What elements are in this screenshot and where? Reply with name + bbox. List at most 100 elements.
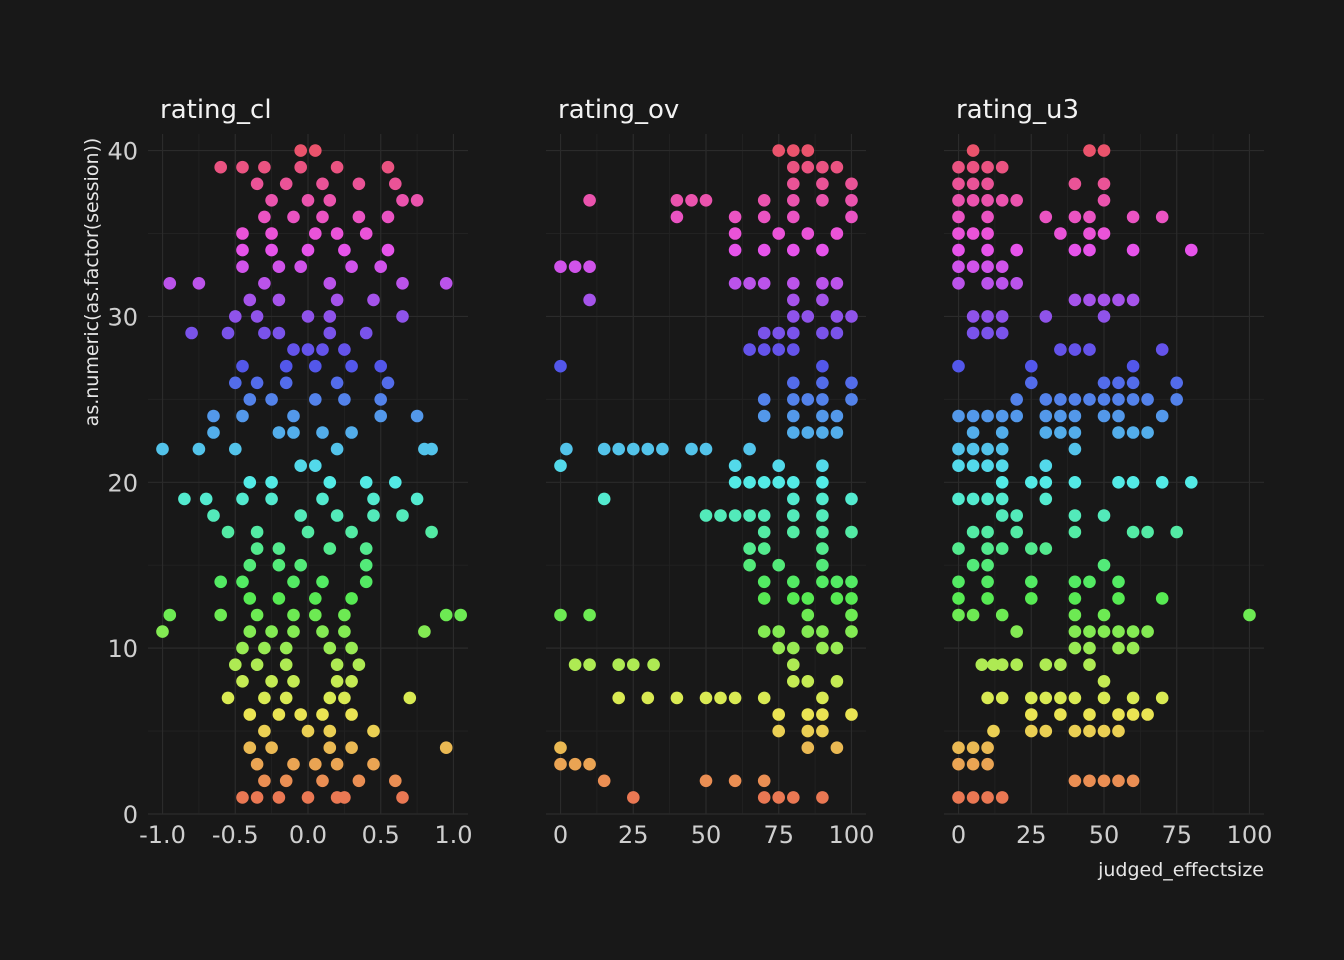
data-point bbox=[995, 326, 1009, 340]
data-point bbox=[995, 492, 1009, 506]
data-point bbox=[568, 658, 582, 671]
data-point bbox=[1112, 476, 1125, 489]
data-point bbox=[1068, 641, 1082, 655]
data-point bbox=[294, 459, 308, 473]
data-point bbox=[816, 326, 829, 340]
data-point bbox=[1112, 774, 1125, 788]
panel-rating_cl: rating_cl -1.0 -0.5 0.0 0.5 1.0 0 10 20 30 40 bbox=[107, 95, 472, 849]
data-point bbox=[952, 227, 965, 240]
data-point bbox=[323, 310, 337, 323]
data-point bbox=[981, 227, 994, 240]
data-point bbox=[1025, 592, 1038, 605]
data-point bbox=[583, 194, 596, 207]
data-point bbox=[1054, 658, 1067, 671]
data-point bbox=[816, 708, 829, 721]
data-point bbox=[816, 558, 829, 572]
data-point bbox=[787, 376, 800, 390]
data-point bbox=[554, 608, 567, 622]
data-point bbox=[250, 791, 264, 804]
data-point bbox=[323, 326, 337, 340]
data-point bbox=[1083, 724, 1096, 738]
data-point bbox=[1097, 691, 1111, 705]
data-point bbox=[1112, 293, 1125, 307]
data-point bbox=[221, 691, 235, 705]
data-point bbox=[316, 210, 329, 224]
data-point bbox=[1010, 243, 1023, 257]
data-point bbox=[229, 658, 242, 671]
data-point bbox=[952, 492, 965, 506]
data-point bbox=[952, 194, 965, 207]
data-point bbox=[816, 160, 829, 174]
data-point bbox=[952, 359, 965, 373]
data-point bbox=[1141, 708, 1154, 721]
y-tick-label: 0 bbox=[123, 801, 138, 829]
data-point bbox=[1097, 293, 1111, 307]
data-point bbox=[981, 757, 994, 771]
data-point bbox=[258, 774, 271, 788]
data-point bbox=[367, 724, 380, 738]
data-point bbox=[568, 757, 582, 771]
data-point bbox=[728, 227, 742, 240]
data-point bbox=[294, 509, 308, 522]
data-point bbox=[952, 442, 965, 456]
data-point bbox=[1083, 575, 1096, 589]
data-point bbox=[287, 409, 300, 423]
data-point bbox=[1083, 227, 1096, 240]
data-point bbox=[1097, 675, 1111, 688]
data-point bbox=[1126, 774, 1140, 788]
data-point bbox=[757, 525, 771, 539]
data-point bbox=[265, 243, 278, 257]
data-point bbox=[1097, 177, 1111, 191]
data-point bbox=[981, 558, 994, 572]
data-point bbox=[830, 160, 844, 174]
data-point bbox=[1068, 426, 1082, 439]
data-point bbox=[981, 243, 994, 257]
data-point bbox=[981, 575, 994, 589]
x-tick-label: 0 bbox=[553, 821, 568, 849]
data-point bbox=[301, 343, 315, 356]
data-point bbox=[714, 509, 727, 522]
data-point bbox=[156, 625, 169, 638]
data-point bbox=[728, 459, 742, 473]
data-point bbox=[156, 442, 169, 456]
data-point bbox=[952, 260, 965, 274]
data-point bbox=[554, 757, 567, 771]
data-point bbox=[229, 310, 242, 323]
data-point bbox=[981, 592, 994, 605]
data-point bbox=[185, 326, 198, 340]
data-point bbox=[1126, 243, 1140, 257]
data-point bbox=[728, 691, 742, 705]
data-point bbox=[323, 741, 337, 754]
data-point bbox=[627, 658, 640, 671]
data-point bbox=[301, 310, 315, 323]
x-axis-title: judged_effectsize bbox=[1097, 859, 1264, 881]
data-point bbox=[685, 194, 698, 207]
data-point bbox=[1068, 442, 1082, 456]
data-point bbox=[330, 160, 344, 174]
data-point bbox=[772, 791, 785, 804]
data-point bbox=[966, 310, 980, 323]
data-point bbox=[816, 791, 829, 804]
data-point bbox=[236, 575, 249, 589]
data-point bbox=[309, 144, 322, 157]
data-point bbox=[1170, 376, 1183, 390]
data-point bbox=[995, 310, 1009, 323]
data-point bbox=[316, 625, 329, 638]
data-point bbox=[258, 277, 271, 290]
x-tick-label: -0.5 bbox=[212, 821, 259, 849]
data-point bbox=[995, 476, 1009, 489]
data-point bbox=[1010, 194, 1023, 207]
data-point bbox=[287, 575, 300, 589]
data-point bbox=[338, 343, 351, 356]
data-point bbox=[214, 575, 227, 589]
data-point bbox=[1141, 393, 1154, 406]
data-point bbox=[757, 625, 771, 638]
data-point bbox=[816, 724, 829, 738]
data-point bbox=[352, 774, 366, 788]
data-point bbox=[816, 509, 829, 522]
data-point bbox=[178, 492, 191, 506]
data-point bbox=[699, 194, 713, 207]
data-point bbox=[757, 393, 771, 406]
x-tick-label: 0 bbox=[951, 821, 966, 849]
data-point bbox=[728, 277, 742, 290]
